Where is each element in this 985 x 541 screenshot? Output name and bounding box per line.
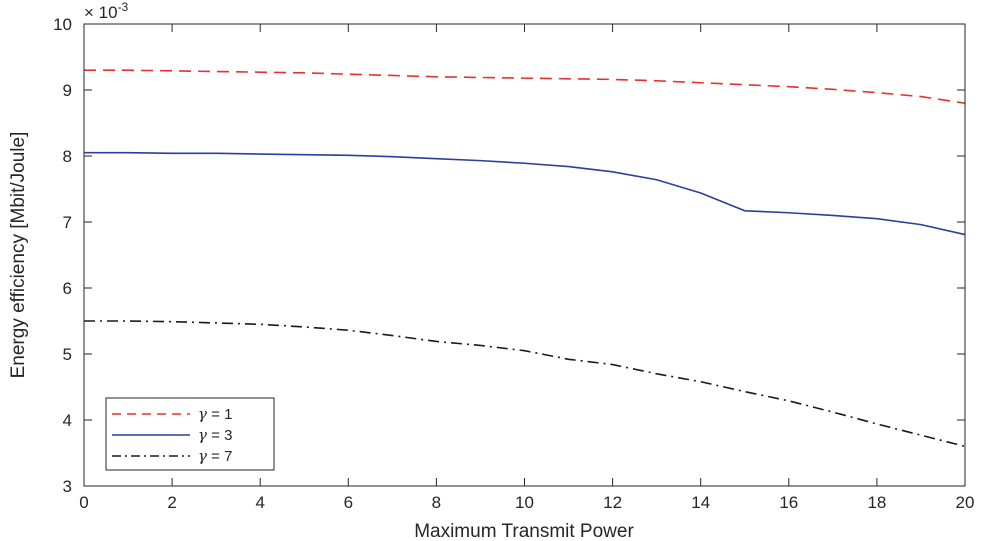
series-line-1 [84,69,966,104]
y-tick-label: 8 [63,147,72,166]
legend-item-3: γ = 7 [112,447,232,465]
y-multiplier-exponent: -3 [118,0,129,14]
y-tick-label: 10 [53,15,72,34]
x-tick-label: 2 [167,493,176,512]
legend-label-2: γ = 3 [198,426,232,444]
x-tick-label: 4 [255,493,264,512]
x-tick-label: 14 [691,493,710,512]
legend: γ = 1 γ = 3 γ = 7 [105,397,275,471]
series-line-2 [84,151,966,236]
x-tick-label: 10 [515,493,534,512]
legend-value-2: = 3 [211,427,232,444]
legend-label-1: γ = 1 [198,405,232,423]
x-tick-label: 20 [956,493,975,512]
ticks-layer: 0 2 4 6 8 10 12 14 16 18 20 3 4 5 6 7 8 9 10 [53,15,974,512]
y-multiplier: × 10-3 [84,0,129,22]
legend-box [105,397,275,471]
x-axis-label: Maximum Transmit Power [414,521,634,541]
y-axis-label: Energy efficiency [Mbit/Joule] [8,132,29,379]
y-tick-label: 5 [63,345,72,364]
legend-item-1: γ = 1 [112,405,232,423]
y-tick-label: 6 [63,279,72,298]
y-tick-label: 3 [63,477,72,496]
series-layer [84,69,966,448]
x-tick-label: 8 [432,493,441,512]
y-tick-label: 9 [63,81,72,100]
legend-symbol-1: γ [198,405,207,423]
legend-item-2: γ = 3 [112,426,232,444]
legend-value-1: = 1 [211,406,232,423]
x-tick-label: 18 [867,493,886,512]
legend-label-3: γ = 7 [198,447,232,465]
legend-symbol-2: γ [198,426,207,444]
series-line-3 [84,320,966,448]
x-tick-label: 0 [79,493,88,512]
y-tick-label: 7 [63,213,72,232]
x-tick-label: 6 [344,493,353,512]
legend-symbol-3: γ [198,447,207,465]
x-tick-label: 16 [779,493,798,512]
legend-value-3: = 7 [211,448,232,465]
y-tick-label: 4 [63,411,72,430]
y-multiplier-base: × 10 [84,3,118,22]
x-tick-label: 12 [603,493,622,512]
